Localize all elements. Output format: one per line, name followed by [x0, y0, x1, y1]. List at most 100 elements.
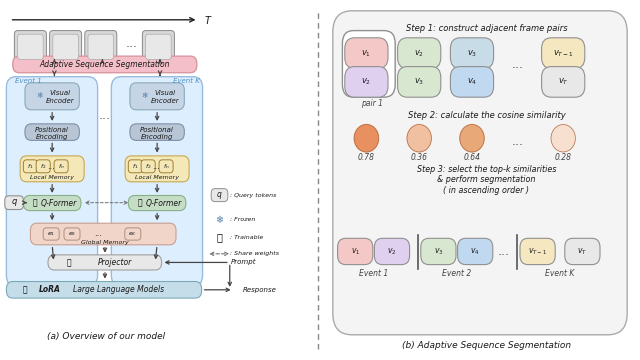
Text: $v_T$: $v_T$ — [557, 77, 569, 87]
Circle shape — [551, 125, 575, 152]
Text: $f_n$: $f_n$ — [58, 162, 65, 171]
Text: $f_1$: $f_1$ — [27, 162, 34, 171]
Text: Visual: Visual — [49, 90, 71, 96]
Text: $T$: $T$ — [204, 14, 212, 26]
Text: $f_2$: $f_2$ — [145, 162, 152, 171]
FancyBboxPatch shape — [541, 67, 585, 97]
FancyBboxPatch shape — [374, 238, 410, 265]
FancyBboxPatch shape — [15, 31, 47, 63]
Text: Q-Former: Q-Former — [40, 198, 77, 207]
FancyBboxPatch shape — [333, 11, 627, 335]
Text: LoRA: LoRA — [38, 285, 61, 294]
Text: Step 2: calculate the cosine similarity: Step 2: calculate the cosine similarity — [408, 111, 565, 120]
Text: : Query tokens: : Query tokens — [230, 193, 276, 198]
Text: $v_4$: $v_4$ — [470, 246, 480, 257]
Text: Response: Response — [243, 287, 277, 293]
FancyBboxPatch shape — [143, 31, 174, 63]
Text: $v_3$: $v_3$ — [434, 246, 443, 257]
FancyBboxPatch shape — [397, 67, 441, 97]
Text: 🔥: 🔥 — [67, 258, 71, 267]
Text: $v_{T-1}$: $v_{T-1}$ — [528, 246, 547, 257]
Text: $q$: $q$ — [216, 190, 223, 201]
Text: Positional: Positional — [35, 127, 69, 133]
Text: $q$: $q$ — [11, 197, 17, 208]
Text: ...: ... — [125, 37, 137, 50]
Text: $e_K$: $e_K$ — [128, 230, 138, 238]
FancyBboxPatch shape — [564, 238, 600, 265]
Text: (a) Overview of our model: (a) Overview of our model — [47, 332, 164, 341]
Text: $v_T$: $v_T$ — [577, 246, 588, 257]
FancyBboxPatch shape — [36, 160, 51, 173]
Text: Q-Former: Q-Former — [145, 198, 182, 207]
FancyBboxPatch shape — [25, 124, 79, 140]
Text: Projector: Projector — [98, 258, 132, 267]
FancyBboxPatch shape — [48, 255, 161, 270]
FancyBboxPatch shape — [125, 156, 189, 182]
Text: $v_1$: $v_1$ — [362, 48, 371, 59]
Text: Event K: Event K — [173, 78, 200, 84]
FancyBboxPatch shape — [18, 34, 44, 59]
FancyBboxPatch shape — [24, 160, 38, 173]
Circle shape — [355, 125, 379, 152]
FancyBboxPatch shape — [342, 31, 396, 97]
FancyBboxPatch shape — [345, 67, 388, 97]
FancyBboxPatch shape — [52, 34, 79, 59]
Text: 🔥: 🔥 — [137, 198, 142, 207]
Text: $e_1$: $e_1$ — [47, 230, 55, 238]
FancyBboxPatch shape — [50, 31, 82, 63]
Text: ❄: ❄ — [141, 91, 147, 100]
Text: $f_1$: $f_1$ — [132, 162, 139, 171]
Text: Global Memory: Global Memory — [81, 240, 129, 245]
FancyBboxPatch shape — [125, 228, 141, 240]
Text: Step 1: construct adjacent frame pairs: Step 1: construct adjacent frame pairs — [406, 24, 567, 33]
Circle shape — [460, 125, 484, 152]
Text: Prompt: Prompt — [230, 260, 256, 265]
Text: Local Memory: Local Memory — [30, 175, 74, 180]
Text: $e_2$: $e_2$ — [68, 230, 76, 238]
FancyBboxPatch shape — [345, 38, 388, 68]
Text: : Frozen: : Frozen — [230, 217, 256, 222]
FancyBboxPatch shape — [13, 56, 197, 73]
Text: ...: ... — [152, 162, 161, 171]
FancyBboxPatch shape — [88, 34, 114, 59]
Text: 0.28: 0.28 — [555, 153, 572, 162]
FancyBboxPatch shape — [54, 160, 68, 173]
Text: $f_n$: $f_n$ — [163, 162, 170, 171]
Text: $v_2$: $v_2$ — [414, 48, 424, 59]
FancyBboxPatch shape — [397, 38, 441, 68]
Text: 🔥: 🔥 — [216, 233, 222, 243]
Text: Visual: Visual — [154, 90, 176, 96]
Text: ...: ... — [99, 109, 111, 122]
Text: Event K: Event K — [545, 269, 574, 278]
FancyBboxPatch shape — [458, 238, 493, 265]
FancyBboxPatch shape — [451, 67, 493, 97]
Text: Positional: Positional — [140, 127, 174, 133]
FancyBboxPatch shape — [44, 228, 60, 240]
FancyBboxPatch shape — [31, 223, 176, 245]
Text: Step 3: select the top-k similarities
& perform segmentation
( in ascending orde: Step 3: select the top-k similarities & … — [417, 165, 556, 195]
Text: ...: ... — [95, 230, 102, 239]
FancyBboxPatch shape — [128, 160, 142, 173]
Text: Local Memory: Local Memory — [135, 175, 179, 180]
FancyBboxPatch shape — [20, 156, 84, 182]
FancyBboxPatch shape — [130, 124, 184, 140]
FancyBboxPatch shape — [520, 238, 556, 265]
Text: Adaptive Sequence Segmentation: Adaptive Sequence Segmentation — [40, 60, 170, 69]
Text: Encoder: Encoder — [46, 98, 74, 104]
Text: ❄: ❄ — [36, 91, 42, 100]
Text: pair 1: pair 1 — [361, 99, 383, 108]
Text: Encoder: Encoder — [151, 98, 179, 104]
Text: 0.78: 0.78 — [358, 153, 375, 162]
FancyBboxPatch shape — [146, 34, 172, 59]
Text: ...: ... — [47, 162, 56, 171]
Text: Encoding: Encoding — [141, 134, 173, 140]
FancyBboxPatch shape — [541, 38, 585, 68]
FancyBboxPatch shape — [128, 195, 186, 211]
Text: ...: ... — [511, 135, 524, 148]
Text: $v_3$: $v_3$ — [467, 48, 477, 59]
FancyBboxPatch shape — [25, 83, 79, 110]
FancyBboxPatch shape — [111, 77, 202, 286]
Text: 🔥: 🔥 — [32, 198, 37, 207]
Text: $v_1$: $v_1$ — [351, 246, 360, 257]
FancyBboxPatch shape — [24, 195, 81, 211]
